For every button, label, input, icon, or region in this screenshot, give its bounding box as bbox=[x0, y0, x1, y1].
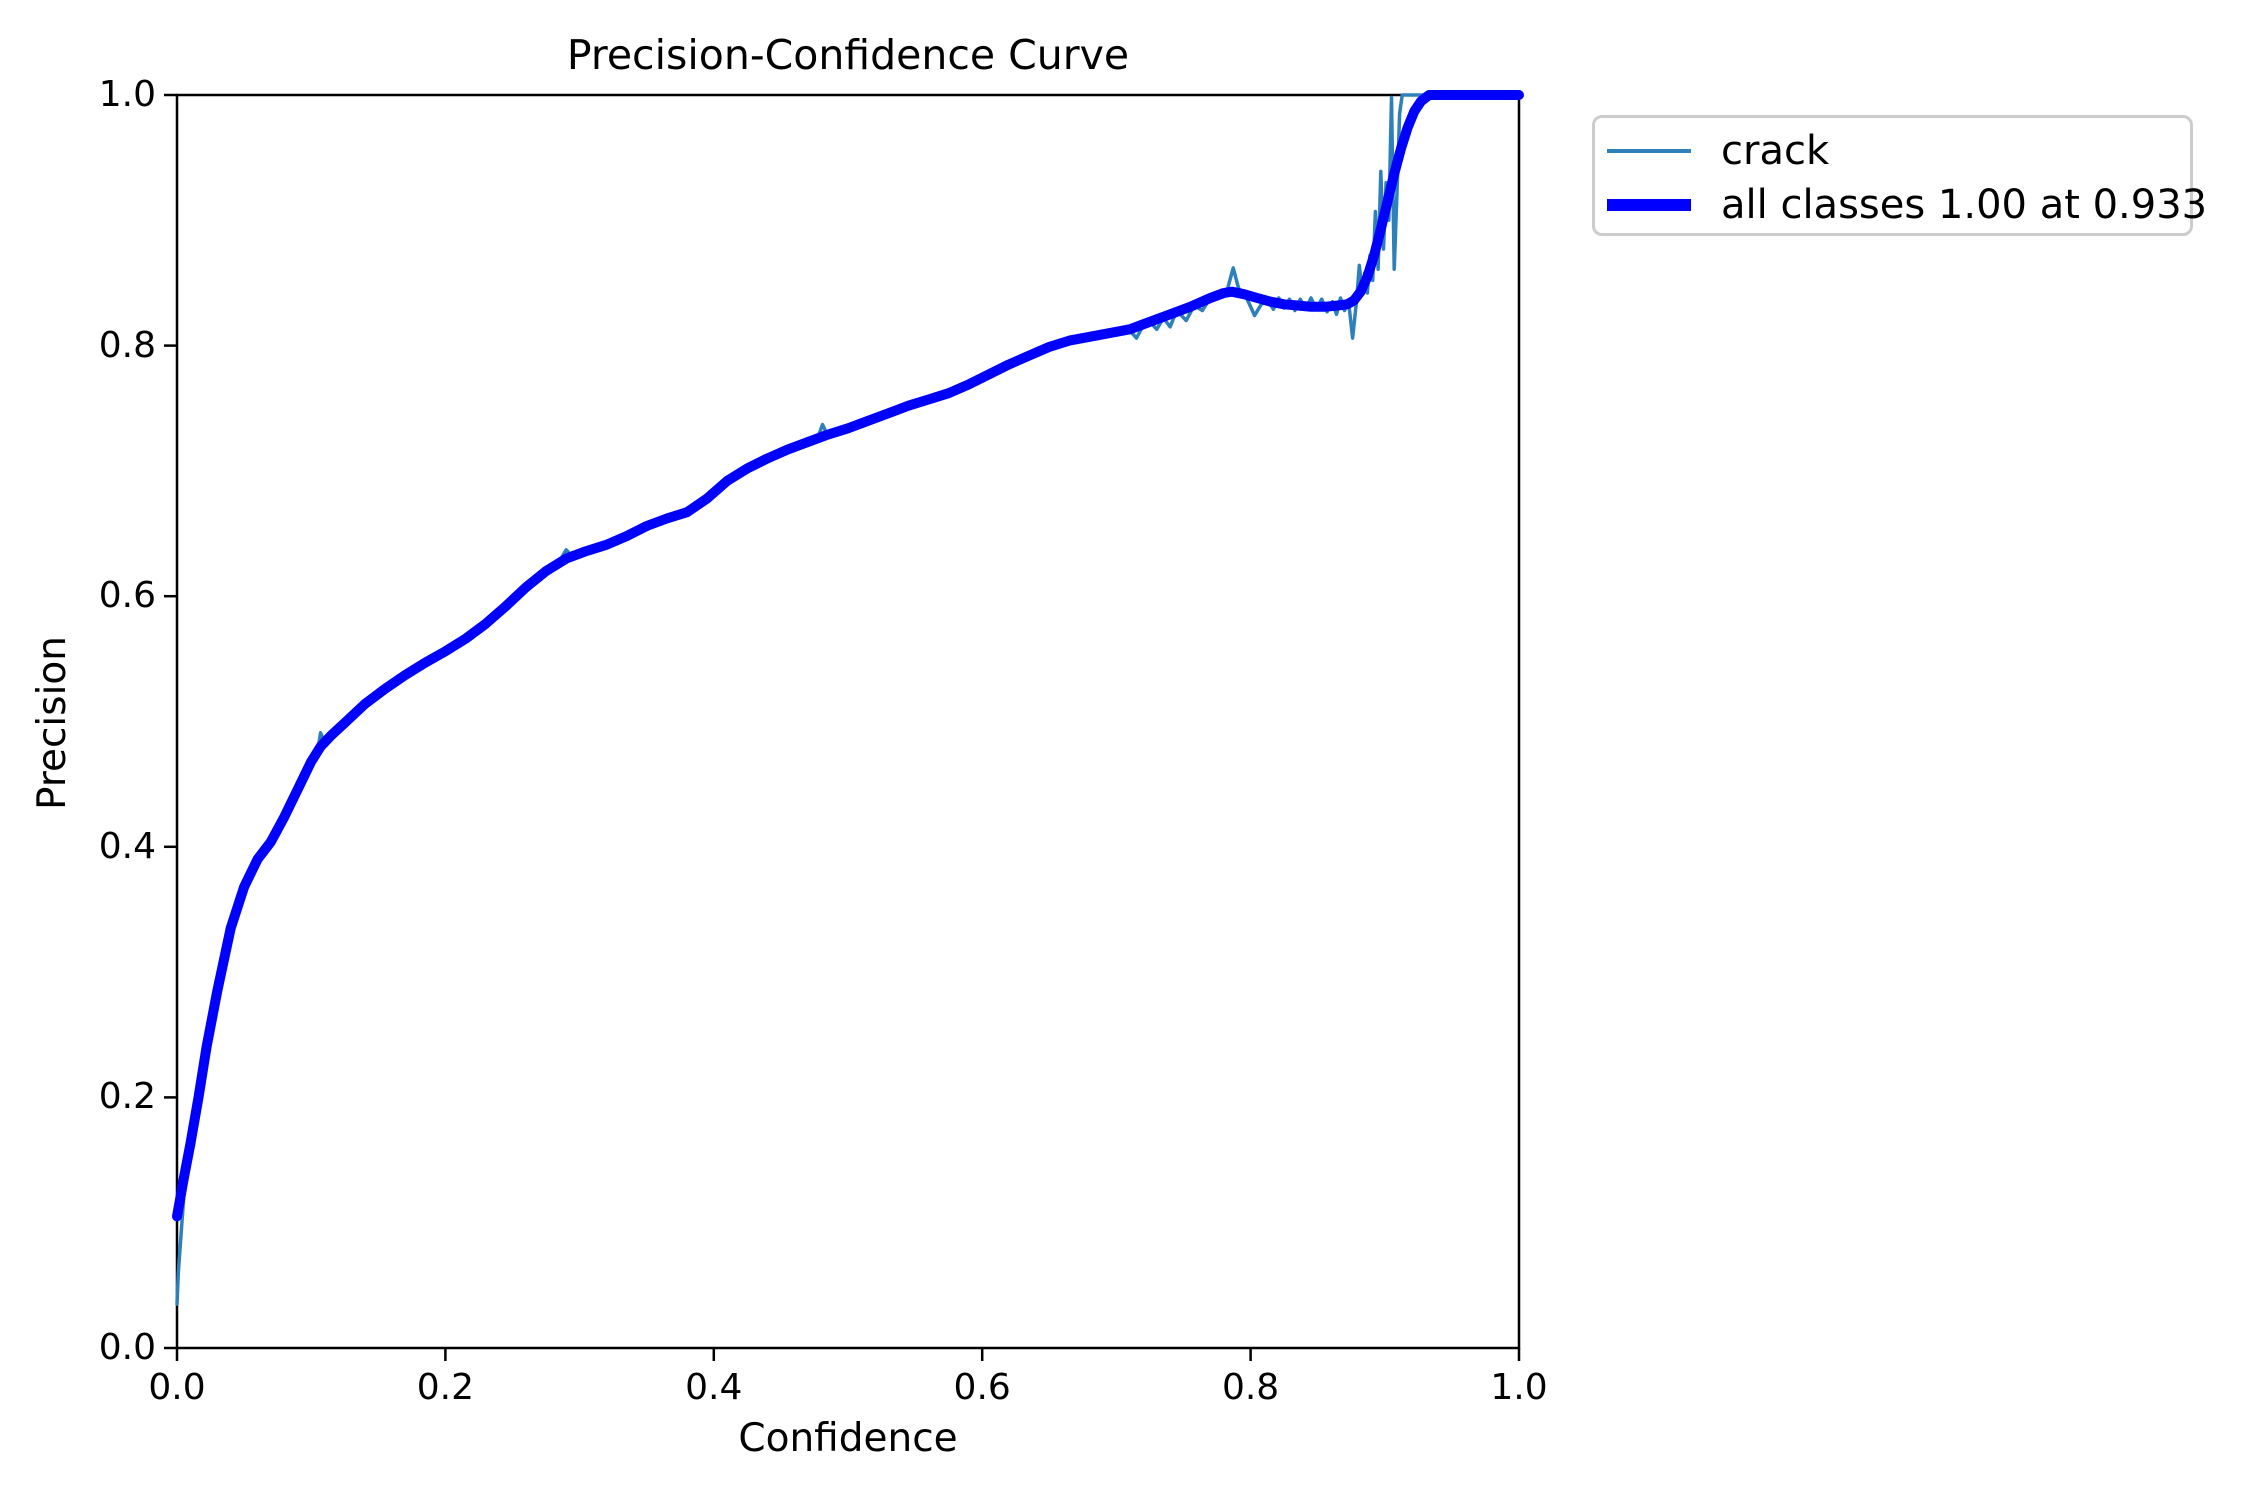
legend-line-swatch-all-classes bbox=[1607, 199, 1691, 211]
x-tick-label-0.6: 0.6 bbox=[953, 1367, 1011, 1408]
y-tick-label-0.2: 0.2 bbox=[98, 1076, 156, 1118]
x-tick-label-0.0: 0.0 bbox=[148, 1367, 206, 1408]
y-tick-label-0.6: 0.6 bbox=[98, 575, 156, 617]
legend-entry-crack: crack bbox=[1595, 126, 2190, 176]
x-tick-label-0.2: 0.2 bbox=[416, 1367, 475, 1408]
x-axis-label: Confidence bbox=[738, 1416, 958, 1461]
legend-entry-all-classes: all classes 1.00 at 0.933 bbox=[1595, 180, 2207, 230]
x-tick-label-1.0: 1.0 bbox=[1490, 1367, 1548, 1408]
y-tick-label-1.0: 1.0 bbox=[98, 74, 156, 115]
chart-title: Precision-Confidence Curve bbox=[566, 31, 1130, 79]
y-tick-label-0.8: 0.8 bbox=[98, 324, 156, 366]
x-tick-label-0.8: 0.8 bbox=[1221, 1367, 1280, 1408]
legend-line-swatch-crack bbox=[1607, 149, 1691, 153]
y-tick-label-0.0: 0.0 bbox=[98, 1327, 156, 1368]
legend: crack all classes 1.00 at 0.933 bbox=[1592, 115, 2207, 236]
x-tick-label-0.4: 0.4 bbox=[685, 1367, 743, 1408]
legend-label-all-classes: all classes 1.00 at 0.933 bbox=[1721, 182, 2208, 228]
axes-spines bbox=[175, 93, 1521, 1350]
series-line-all-classes bbox=[172, 90, 1524, 1222]
legend-label-crack: crack bbox=[1721, 128, 1830, 174]
y-tick-label-0.4: 0.4 bbox=[98, 825, 156, 867]
